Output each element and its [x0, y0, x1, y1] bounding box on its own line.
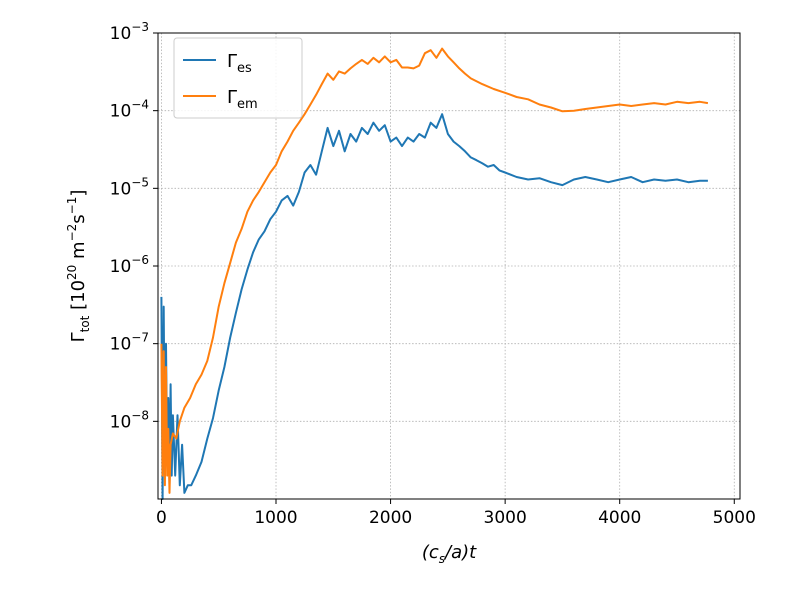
x-axis-ticks: 0 1000 2000 3000 4000 5000: [156, 499, 756, 528]
series-line-em: [160, 47, 709, 494]
y-axis-title: Γtot [1020 m−2s−1]: [65, 190, 92, 343]
x-axis-title: (cs/a)t: [422, 542, 477, 566]
y-tick-label: 10−3: [110, 20, 149, 44]
x-tick-label: 2000: [369, 508, 412, 528]
legend: Γes Γem: [173, 37, 303, 119]
y-axis-ticks: 10−8 10−7 10−6 10−5 10−4 10−3: [110, 20, 158, 432]
legend-label-em: Γem: [227, 87, 258, 112]
series-layer: [160, 47, 709, 500]
series-line-es: [160, 113, 708, 500]
y-tick-label: 10−6: [110, 253, 149, 277]
legend-label-es: Γes: [227, 51, 252, 76]
x-tick-label: 3000: [484, 508, 527, 528]
y-tick-label: 10−7: [110, 331, 149, 355]
x-tick-label: 1000: [254, 508, 297, 528]
x-tick-label: 0: [156, 508, 167, 528]
x-tick-label: 5000: [713, 508, 756, 528]
y-tick-label: 10−8: [110, 408, 149, 432]
legend-box: [173, 37, 303, 119]
x-tick-label: 4000: [598, 508, 641, 528]
y-tick-label: 10−5: [110, 175, 149, 199]
y-tick-label: 10−4: [110, 98, 149, 122]
